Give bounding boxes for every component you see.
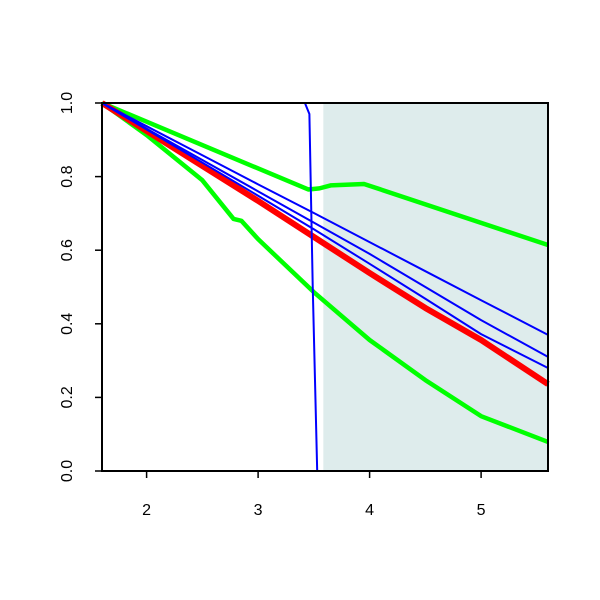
x-tick-label: 3: [254, 502, 263, 519]
y-tick-label: 0.2: [59, 386, 76, 408]
series-line: [101, 102, 549, 358]
y-tick-label: 0.6: [59, 239, 76, 261]
series-line: [101, 102, 549, 336]
plot-frame: [101, 102, 549, 472]
series-line: [100, 101, 549, 445]
y-tick-label: 0.8: [59, 165, 76, 187]
series-line: [101, 100, 549, 248]
series-line: [101, 102, 549, 369]
x-tick-label: 4: [365, 502, 374, 519]
series-line: [100, 100, 550, 387]
y-tick-label: 0.4: [59, 313, 76, 335]
shaded-region: [323, 103, 548, 471]
x-tick-label: 5: [477, 502, 486, 519]
y-tick-label: 0.0: [59, 460, 76, 482]
x-tick-label: 2: [142, 502, 151, 519]
y-tick-label: 1.0: [59, 92, 76, 114]
